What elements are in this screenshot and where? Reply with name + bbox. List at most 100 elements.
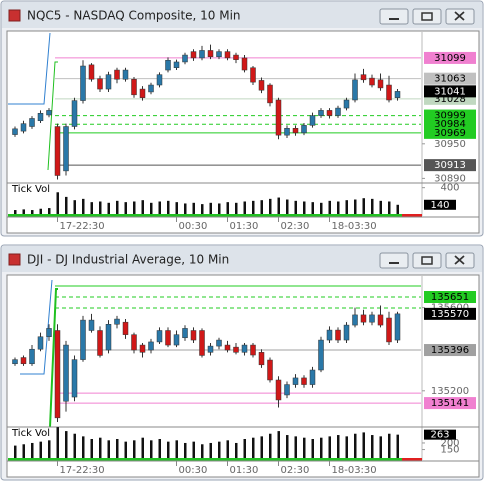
volume-bar (31, 442, 34, 458)
volume-bar (311, 439, 314, 458)
level-label: 30913 (434, 160, 466, 171)
price-tick-label: 30950 (434, 139, 466, 150)
volume-tick-label: 400 (440, 183, 459, 194)
volume-last-label: 263 (430, 430, 449, 441)
volume-label: Tick Vol (11, 428, 50, 439)
volume-bar (396, 434, 399, 458)
session-bar (8, 458, 402, 461)
time-tick-label: 17-22:30 (60, 465, 105, 476)
window-title: NQC5 - NASDAQ Composite, 10 Min (27, 9, 241, 23)
volume-bar (124, 441, 127, 458)
volume-bar (345, 200, 348, 214)
volume-bar (209, 442, 212, 458)
candle-body (360, 314, 367, 323)
candle-body (182, 54, 188, 63)
minimize-button[interactable] (379, 8, 409, 25)
volume-bar (269, 433, 272, 458)
volume-bar (14, 210, 17, 214)
candle-body (37, 113, 44, 122)
volume-bar (150, 440, 153, 458)
level-label: 31063 (434, 74, 466, 85)
candle-body (114, 318, 120, 325)
volume-bar (243, 201, 246, 214)
volume-bar (269, 198, 272, 214)
candle-body (318, 339, 324, 371)
volume-bar (192, 202, 195, 214)
level-label: 135651 (431, 292, 469, 303)
time-tick-label: 00:30 (179, 465, 208, 476)
volume-bar (311, 202, 314, 214)
candle-body (394, 313, 401, 341)
volume-bar (48, 440, 51, 458)
candle-body (241, 344, 248, 353)
candle-body (258, 352, 265, 366)
volume-bar (158, 439, 161, 458)
volume-last-label: 140 (430, 200, 449, 211)
candle-body (88, 64, 95, 80)
candle-body (343, 99, 350, 109)
volume-bar (260, 200, 263, 214)
session-bar (8, 214, 402, 217)
volume-bar (379, 436, 382, 458)
volume-bar (65, 196, 68, 214)
restore-button[interactable] (412, 252, 442, 269)
indicator-line (47, 61, 58, 171)
volume-bar (56, 427, 59, 458)
candle-body (284, 384, 290, 396)
candle-body (29, 118, 35, 127)
candle-body (233, 346, 239, 353)
volume-bar (379, 200, 382, 214)
candle-body (360, 74, 367, 81)
volume-bar (184, 442, 187, 458)
time-tick-label: 17-22:30 (60, 221, 105, 232)
level-label: 135396 (431, 345, 469, 356)
volume-bar (65, 431, 68, 458)
volume-bar (235, 442, 238, 458)
volume-bar (124, 202, 127, 214)
candle-body (139, 88, 146, 98)
volume-bar (192, 441, 195, 458)
candle-body (20, 357, 27, 365)
last-price-label: 135570 (431, 309, 469, 320)
restore-button[interactable] (412, 8, 442, 25)
volume-bar (201, 444, 204, 458)
candle-body (12, 128, 18, 135)
candle-body (46, 110, 52, 116)
candle-body (88, 319, 95, 331)
volume-bar (39, 441, 42, 458)
candle-body (71, 359, 78, 398)
indicator-line (49, 288, 58, 428)
candle-body (275, 99, 282, 136)
candle-body (148, 341, 154, 351)
volume-bar (22, 444, 25, 458)
candle-body (250, 67, 256, 83)
candle-body (190, 330, 197, 341)
candle-body (309, 369, 316, 385)
level-label: 30969 (434, 128, 466, 139)
candle-body (173, 334, 180, 346)
level-label-box (424, 51, 476, 64)
candle-body (97, 330, 103, 356)
volume-bar (99, 437, 102, 458)
volume-bar (175, 202, 178, 214)
last-price-box (424, 85, 476, 98)
time-tick-label: 18-03:30 (332, 221, 377, 232)
volume-bar (371, 435, 374, 458)
volume-bar (22, 209, 25, 214)
candle-body (335, 329, 341, 341)
volume-bar (371, 198, 374, 214)
time-tick-label: 02:30 (281, 221, 310, 232)
volume-bar (73, 200, 76, 214)
volume-last-box (424, 199, 456, 210)
restore-icon (421, 256, 433, 265)
minimize-button[interactable] (379, 252, 409, 269)
candle-body (165, 59, 171, 71)
level-label: 135141 (431, 398, 469, 409)
candle-body (343, 324, 350, 341)
volume-bar (175, 440, 178, 458)
candle-body (122, 69, 129, 80)
candle-body (326, 110, 333, 116)
candle-body (377, 314, 384, 326)
volume-bar (90, 439, 93, 458)
candle-body (37, 336, 44, 350)
